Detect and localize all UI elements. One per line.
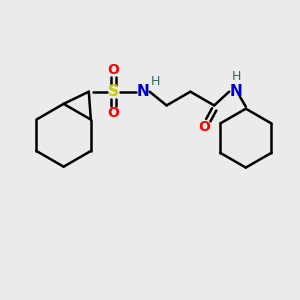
Text: O: O <box>198 120 210 134</box>
Text: N: N <box>136 84 149 99</box>
Text: H: H <box>231 70 241 83</box>
Text: N: N <box>230 84 242 99</box>
Text: S: S <box>108 84 119 99</box>
Text: O: O <box>107 106 119 120</box>
Text: O: O <box>107 63 119 77</box>
Text: H: H <box>151 75 160 88</box>
